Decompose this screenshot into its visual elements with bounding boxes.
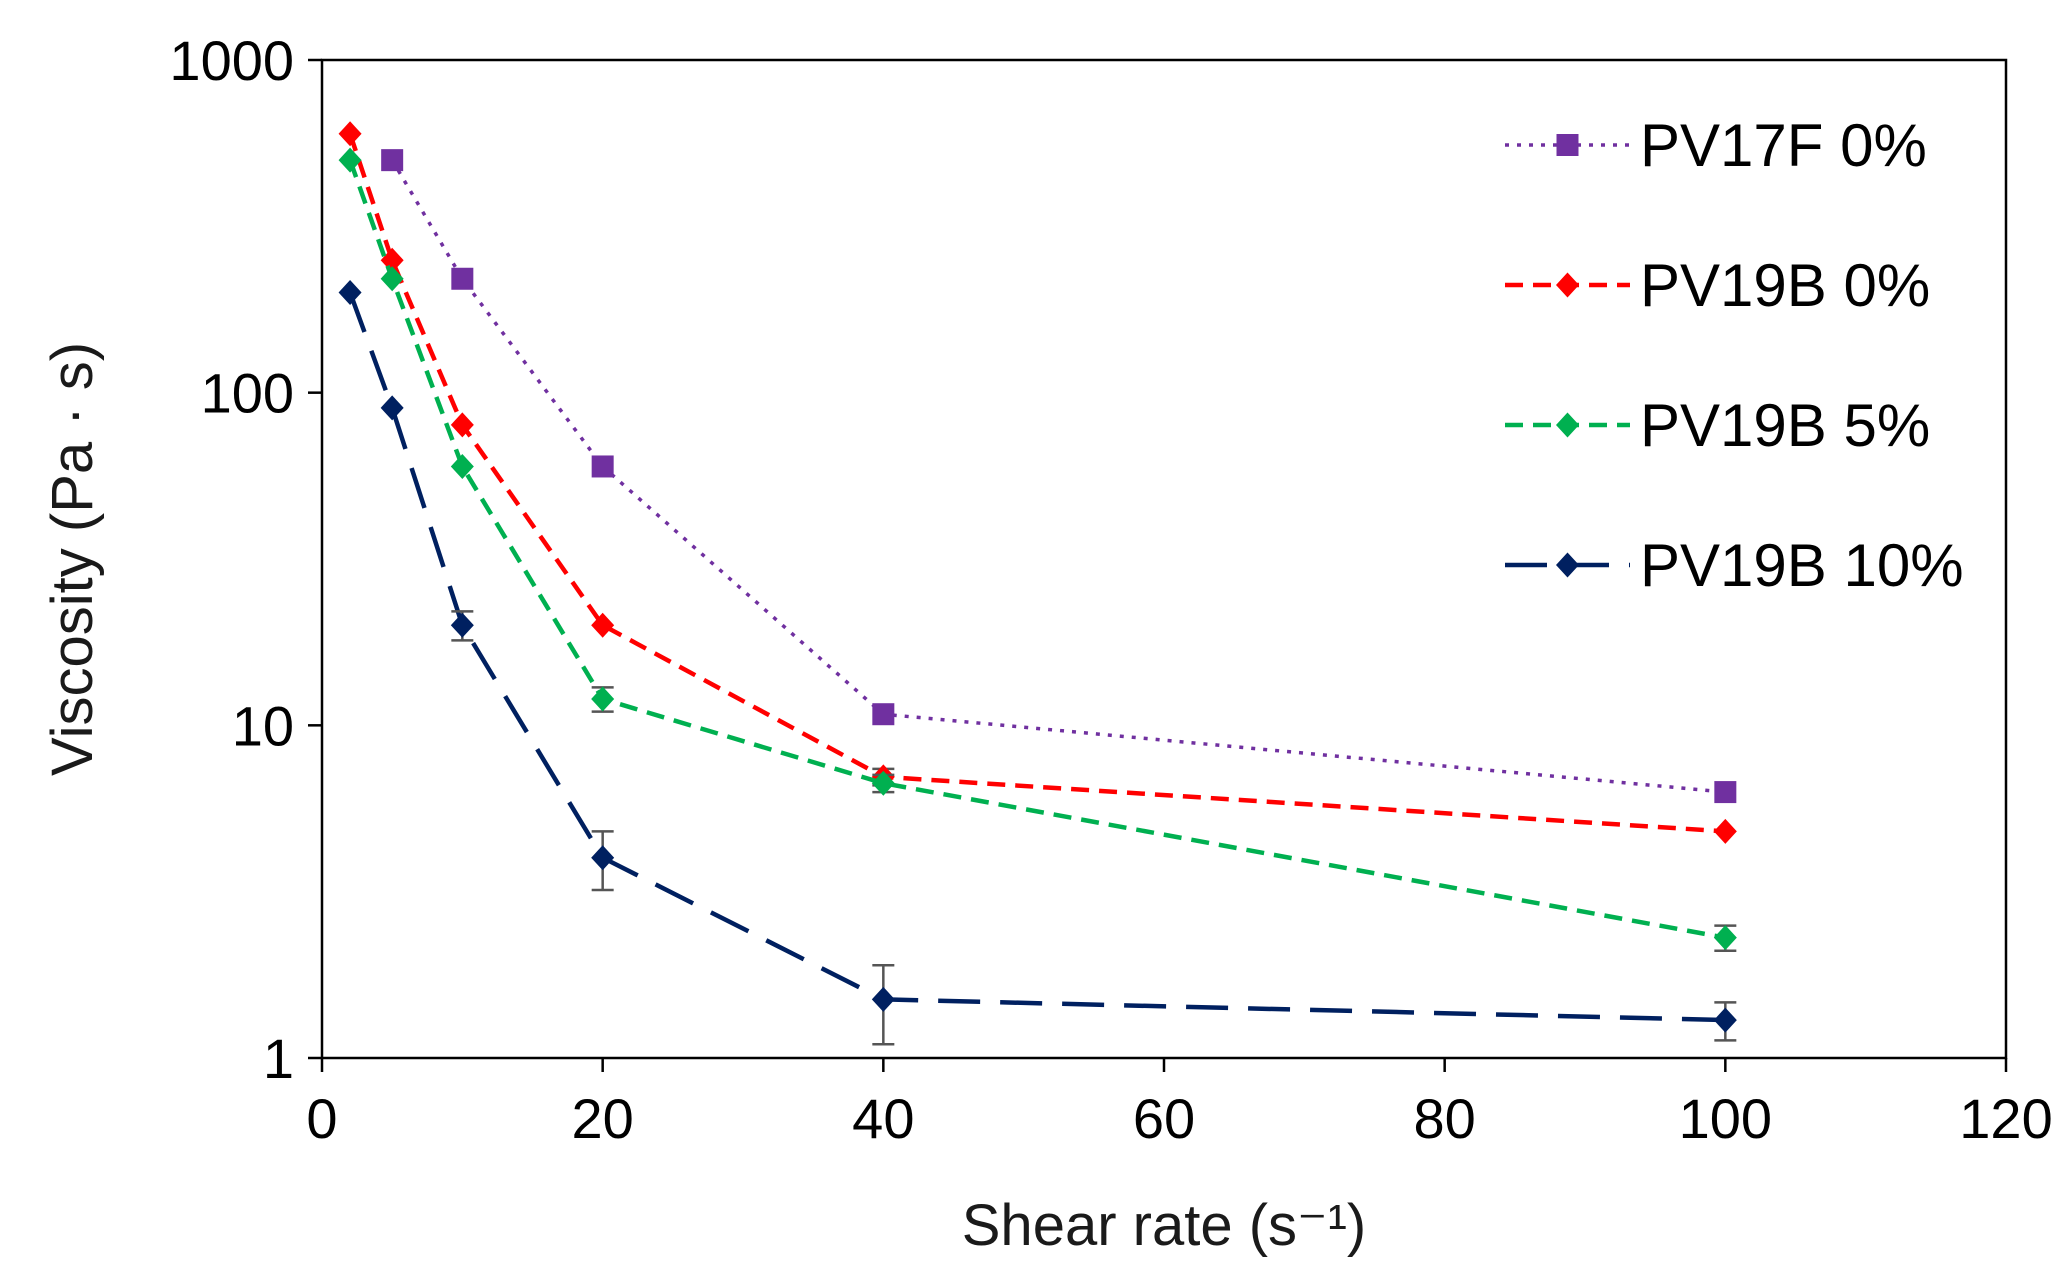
y-tick-label-1000: 1000: [169, 29, 294, 92]
data-point-3-2: [450, 612, 474, 638]
x-axis-title: Shear rate (s⁻¹): [962, 1193, 1367, 1258]
y-tick-label-10: 10: [232, 694, 294, 757]
data-point-3-4: [871, 986, 895, 1012]
data-point-1-5: [1713, 818, 1737, 844]
y-axis-title: Viscosity (Pa · s): [40, 342, 105, 776]
legend-marker-2: [1556, 412, 1579, 438]
series-1: [338, 121, 1737, 844]
x-tick-label-120: 120: [1959, 1087, 2052, 1150]
data-point-1-2: [450, 412, 474, 438]
legend-label-1: PV19B 0%: [1640, 252, 1930, 319]
data-point-3-0: [338, 280, 362, 306]
series-layer: [338, 121, 1737, 1046]
data-point-2-4: [871, 770, 895, 796]
data-point-3-3: [591, 845, 615, 871]
data-point-1-3: [591, 612, 615, 638]
x-tick-label-40: 40: [852, 1087, 914, 1150]
data-point-2-1: [380, 266, 404, 292]
legend-label-3: PV19B 10%: [1640, 532, 1964, 599]
legend-label-2: PV19B 5%: [1640, 392, 1930, 459]
y-tick-label-1: 1: [263, 1027, 294, 1090]
data-point-0-0: [381, 149, 404, 172]
series-line-1: [347, 133, 1726, 834]
data-point-2-2: [450, 453, 474, 479]
series-0: [381, 149, 1737, 804]
data-point-0-1: [451, 267, 474, 290]
legend-marker-1: [1556, 272, 1579, 298]
x-tick-label-0: 0: [306, 1087, 337, 1150]
series-line-2: [347, 159, 1726, 940]
legend-label-0: PV17F 0%: [1640, 112, 1927, 179]
data-point-2-3: [591, 686, 615, 712]
x-tick-label-20: 20: [572, 1087, 634, 1150]
data-point-0-4: [1714, 781, 1737, 804]
legend: PV17F 0% PV19B 0% PV19B 5% PV19B 10%: [1505, 112, 1964, 599]
series-3: [338, 280, 1737, 1046]
data-point-2-5: [1713, 925, 1737, 951]
data-point-1-0: [338, 121, 362, 147]
data-point-0-3: [872, 703, 895, 726]
data-point-3-1: [380, 395, 404, 421]
y-tick-label-100: 100: [201, 362, 294, 425]
series-2: [338, 147, 1737, 953]
series-line-3: [347, 291, 1726, 1023]
x-tick-label-80: 80: [1414, 1087, 1476, 1150]
legend-marker-3: [1556, 552, 1579, 578]
legend-marker-0: [1556, 134, 1579, 156]
data-point-3-5: [1713, 1007, 1737, 1033]
data-point-2-0: [338, 147, 362, 173]
data-point-0-2: [591, 455, 614, 478]
x-tick-label-100: 100: [1679, 1087, 1772, 1150]
x-tick-label-60: 60: [1133, 1087, 1195, 1150]
